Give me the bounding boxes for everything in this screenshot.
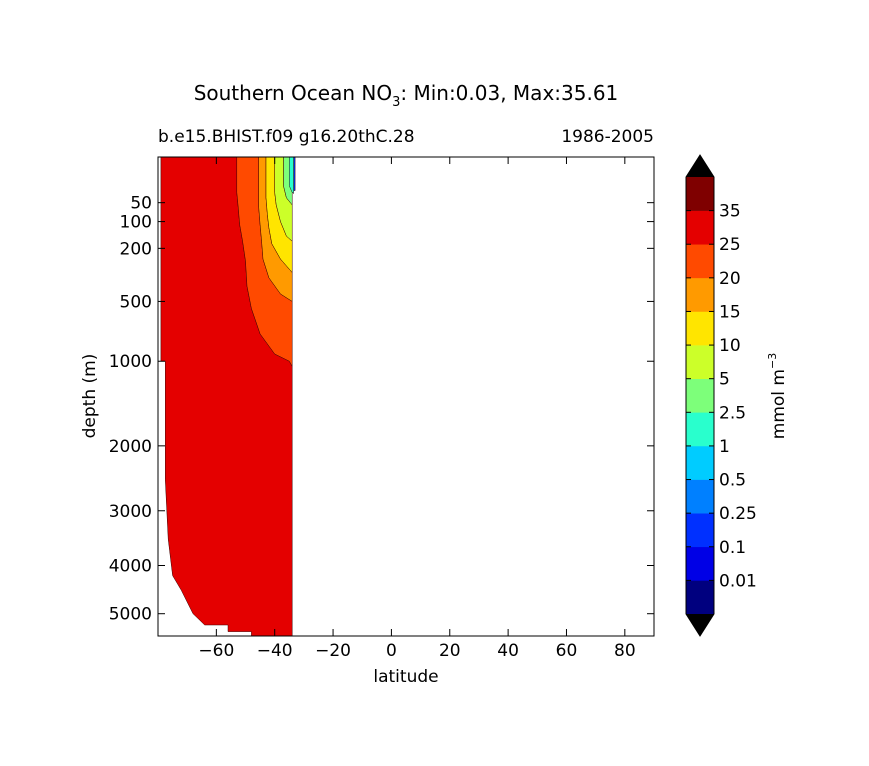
x-tick-label: 0 <box>386 641 397 661</box>
title-prefix: Southern Ocean NO <box>194 81 392 105</box>
colorbar-tick-label: 2.5 <box>719 403 746 423</box>
colorbar-label: mmol m−3 <box>766 353 789 439</box>
contour-bands <box>160 156 296 637</box>
x-tick-label: 80 <box>614 641 636 661</box>
y-tick-label: 4000 <box>109 556 152 576</box>
title-subscript: 3 <box>392 95 400 110</box>
contour-band-0.01-1 <box>293 156 296 191</box>
y-tick-label: 5000 <box>109 605 152 625</box>
y-tick-label: 500 <box>120 292 152 312</box>
chart-title: Southern Ocean NO3: Min:0.03, Max:35.61 <box>194 81 619 110</box>
colorbar-tick-label: 1 <box>719 437 730 457</box>
colorbar-segment <box>686 277 714 312</box>
colorbar: 0.01 0.1 0.25 0.5 1 2.5 5 10 15 20 25 35 <box>685 154 757 637</box>
x-tick-label: −20 <box>315 641 351 661</box>
colorbar-segment <box>686 445 714 480</box>
y-tick-label: 100 <box>120 213 152 233</box>
colorbar-segment <box>686 378 714 413</box>
colorbar-frame <box>685 154 715 637</box>
colorbar-tick-label: 20 <box>719 269 741 289</box>
colorbar-extend-max <box>686 155 714 177</box>
colorbar-tick-label: 0.25 <box>719 504 757 524</box>
x-tick-label: 60 <box>556 641 578 661</box>
subtitle-right: 1986-2005 <box>561 127 654 147</box>
colorbar-tick-label: 25 <box>719 235 741 255</box>
colorbar-segment <box>686 479 714 514</box>
subtitle-left: b.e15.BHIST.f09 g16.20thC.28 <box>158 127 415 147</box>
y-axis-label: depth (m) <box>80 354 100 439</box>
x-axis: −60 −40 −20 0 20 40 60 80 <box>198 157 636 661</box>
title-suffix: : Min:0.03, Max:35.61 <box>400 81 618 105</box>
x-tick-label: −40 <box>257 641 293 661</box>
colorbar-tick-label: 35 <box>719 202 741 222</box>
y-tick-label: 3000 <box>109 502 152 522</box>
colorbar-tick-label: 5 <box>719 370 730 390</box>
colorbar-segment <box>686 177 714 211</box>
plot-frame <box>157 156 655 637</box>
colorbar-label-sup: −3 <box>766 353 779 369</box>
colorbar-segment <box>686 244 714 279</box>
colorbar-label-text: mmol m <box>769 369 789 439</box>
colorbar-segment <box>686 513 714 548</box>
x-tick-label: −60 <box>198 641 234 661</box>
x-tick-label: 40 <box>497 641 519 661</box>
colorbar-segment <box>686 210 714 245</box>
x-tick-label: 20 <box>439 641 461 661</box>
colorbar-tick-label: 10 <box>719 336 741 356</box>
colorbar-segment <box>686 345 714 379</box>
y-tick-label: 50 <box>130 194 152 214</box>
colorbar-segment <box>686 580 714 615</box>
colorbar-segment <box>686 311 714 346</box>
colorbar-segment <box>686 412 714 447</box>
y-tick-label: 1000 <box>109 352 152 372</box>
colorbar-tick-label: 0.1 <box>719 538 746 558</box>
y-tick-label: 200 <box>120 239 152 259</box>
x-axis-label: latitude <box>373 667 438 687</box>
y-tick-label: 2000 <box>109 437 152 457</box>
colorbar-tick-label: 15 <box>719 302 741 322</box>
colorbar-segment <box>686 546 714 581</box>
colorbar-tick-label: 0.5 <box>719 471 746 491</box>
colorbar-extend-min <box>686 614 714 636</box>
colorbar-tick-label: 0.01 <box>719 571 757 591</box>
